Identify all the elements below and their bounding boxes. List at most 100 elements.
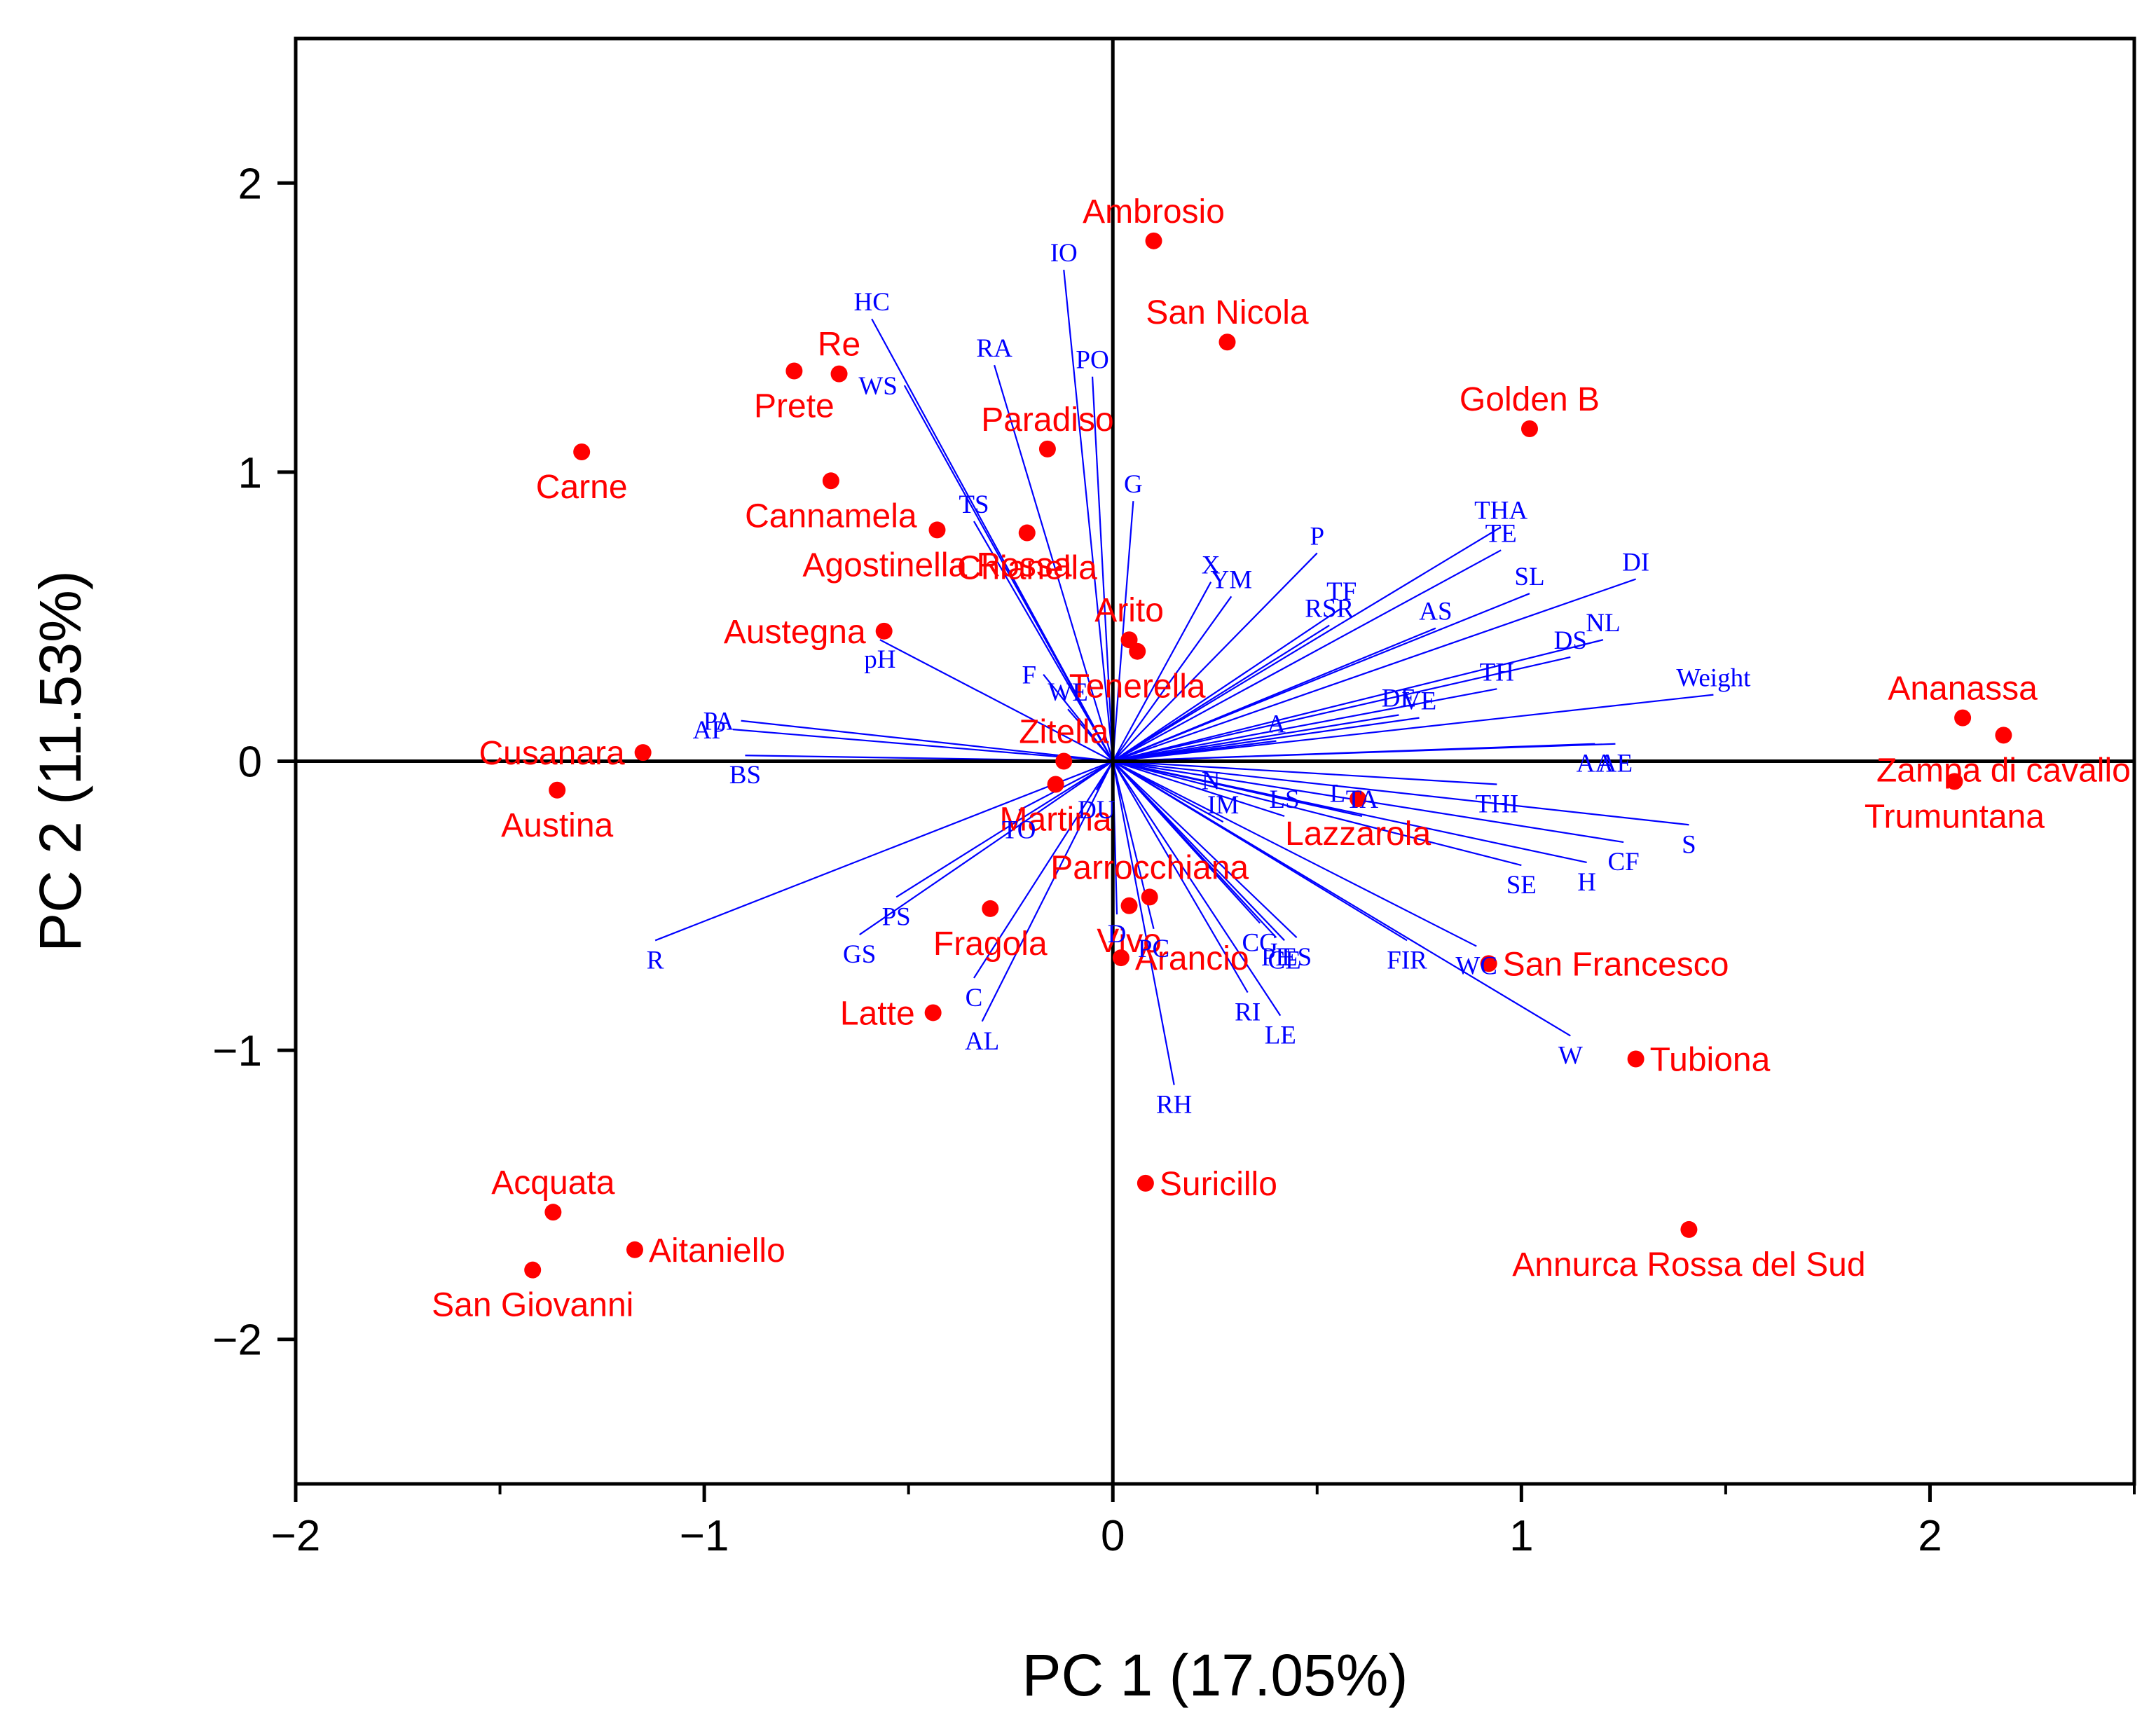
loading-vector-ym xyxy=(1112,596,1233,762)
score-label-martina: Martina xyxy=(1000,801,1112,839)
loading-label-ae: AE xyxy=(1598,750,1633,778)
loading-label-to: TO xyxy=(1002,816,1036,845)
score-label-vivo: Vivo xyxy=(1097,923,1162,960)
loading-label-ra: RA xyxy=(976,334,1012,363)
loading-vector-gs xyxy=(859,760,1113,935)
loading-vector-c xyxy=(973,760,1114,979)
loading-vector-we xyxy=(1067,708,1114,762)
loading-label-p: P xyxy=(1310,522,1324,551)
score-label-zitella: Zitella xyxy=(1019,714,1108,751)
score-point-parrocchiana xyxy=(1141,888,1158,906)
loading-label-ym: YM xyxy=(1211,565,1253,594)
loading-vector-ve xyxy=(1113,717,1420,762)
loading-label-n: N xyxy=(1202,767,1221,796)
score-label-suricillo: Suricillo xyxy=(1160,1166,1277,1203)
x-tick-label: −1 xyxy=(680,1512,729,1560)
loading-vector-tf xyxy=(1112,607,1343,762)
score-point-cannamela xyxy=(822,472,839,490)
score-label-chianella: Chianella xyxy=(957,550,1097,587)
score-point-martina xyxy=(1047,776,1064,793)
score-label-prete: Prete xyxy=(754,387,835,425)
score-label-re: Re xyxy=(818,326,860,364)
loading-label-aa: AA xyxy=(1577,750,1614,778)
loading-vector-ps xyxy=(895,760,1113,898)
loading-label-rh: RH xyxy=(1156,1091,1192,1120)
loading-label-ta: TA xyxy=(1346,785,1379,814)
loading-vectors xyxy=(654,269,1714,1085)
loading-label-ws: WS xyxy=(858,372,898,401)
score-label-san-francesco: San Francesco xyxy=(1503,946,1729,983)
loading-label-ve: VE xyxy=(1402,687,1436,716)
score-label-latte: Latte xyxy=(840,995,915,1032)
loading-label-l: L xyxy=(1330,780,1346,808)
loading-vector-ph xyxy=(879,639,1113,762)
score-label-agostinella-rossa: Agostinella Rossa xyxy=(802,546,1072,584)
score-point-zampa-di-cavallo xyxy=(1995,727,2012,744)
loading-vector-di xyxy=(1112,578,1636,762)
score-label-cusanara: Cusanara xyxy=(479,735,625,772)
loading-vector-le xyxy=(1112,760,1282,1017)
loading-vector-to xyxy=(1018,760,1113,811)
x-tick-label: 1 xyxy=(1509,1512,1533,1560)
loading-label-io: IO xyxy=(1050,239,1078,268)
loading-label-hc: HC xyxy=(853,288,889,317)
score-label-ananassa: Ananassa xyxy=(1888,670,2038,708)
score-label-ambrosio: Ambrosio xyxy=(1083,193,1225,230)
loading-label-a: A xyxy=(1267,710,1286,739)
loading-label-tf: TF xyxy=(1326,577,1357,606)
score-point-tubiona xyxy=(1627,1050,1645,1068)
loading-vector-po xyxy=(1091,376,1114,762)
score-label-trumuntana: Trumuntana xyxy=(1865,798,2045,835)
loading-label-wc: WC xyxy=(1455,952,1497,981)
score-point-san-francesco xyxy=(1480,955,1497,972)
loading-vector-es xyxy=(1112,760,1298,938)
loading-label-nl: NL xyxy=(1586,609,1620,638)
loading-vector-ce xyxy=(1112,760,1285,942)
score-point-aitaniello xyxy=(626,1241,643,1258)
x-tick-label: 0 xyxy=(1101,1512,1125,1560)
score-point-austegna xyxy=(875,622,893,640)
score-label-austegna: Austegna xyxy=(724,614,866,651)
loading-vector-thi xyxy=(1113,760,1497,785)
loading-label-th: TH xyxy=(1480,658,1514,687)
loading-label-f: F xyxy=(1022,661,1037,690)
score-point-chianella xyxy=(1018,524,1036,542)
score-label-carne: Carne xyxy=(536,469,628,506)
score-point-re xyxy=(830,365,848,383)
loading-label-sl: SL xyxy=(1514,563,1544,591)
score-label-arancio: Arancio xyxy=(1135,940,1249,977)
score-point-vivo xyxy=(1120,897,1138,914)
loading-vector-wc xyxy=(1112,760,1477,947)
score-label-annurca-rossa-del-sud: Annurca Rossa del Sud xyxy=(1512,1246,1865,1284)
loading-label-pc: PC xyxy=(1138,935,1169,963)
loading-label-de: DE xyxy=(1382,684,1416,713)
score-label-san-giovanni: San Giovanni xyxy=(432,1287,633,1324)
loading-label-cf: CF xyxy=(1607,848,1639,876)
score-point-lazzarola xyxy=(1350,790,1367,808)
loading-label-pe: PE xyxy=(1261,943,1291,972)
score-label-acquata: Acquata xyxy=(491,1164,614,1202)
score-label-tenerella: Tenerella xyxy=(1069,668,1206,706)
loading-vector-ls xyxy=(1112,760,1285,817)
score-point-trumuntana xyxy=(1946,773,1963,790)
loading-vector-tha xyxy=(1112,526,1502,762)
loading-vector-io xyxy=(1063,269,1114,762)
loading-label-al: AL xyxy=(965,1027,999,1056)
loading-vector-ts xyxy=(973,521,1114,762)
score-point-fragola xyxy=(982,900,999,917)
loading-vector-ae xyxy=(1113,743,1616,762)
score-point-ananassa xyxy=(1954,709,1972,727)
loading-vector-ap xyxy=(732,729,1113,762)
score-label-cannamela: Cannamela xyxy=(745,497,917,535)
score-point-latte xyxy=(924,1004,942,1021)
loading-label-g: G xyxy=(1124,470,1143,499)
score-label-austina: Austina xyxy=(501,807,613,844)
score-point-san-nicola xyxy=(1218,333,1236,351)
y-tick-label: 1 xyxy=(238,449,262,497)
loading-label-ph: pH xyxy=(864,645,895,674)
loading-label-cg: CG xyxy=(1242,929,1277,958)
score-point-cusanara xyxy=(634,744,652,762)
zero-lines xyxy=(296,39,2134,1484)
